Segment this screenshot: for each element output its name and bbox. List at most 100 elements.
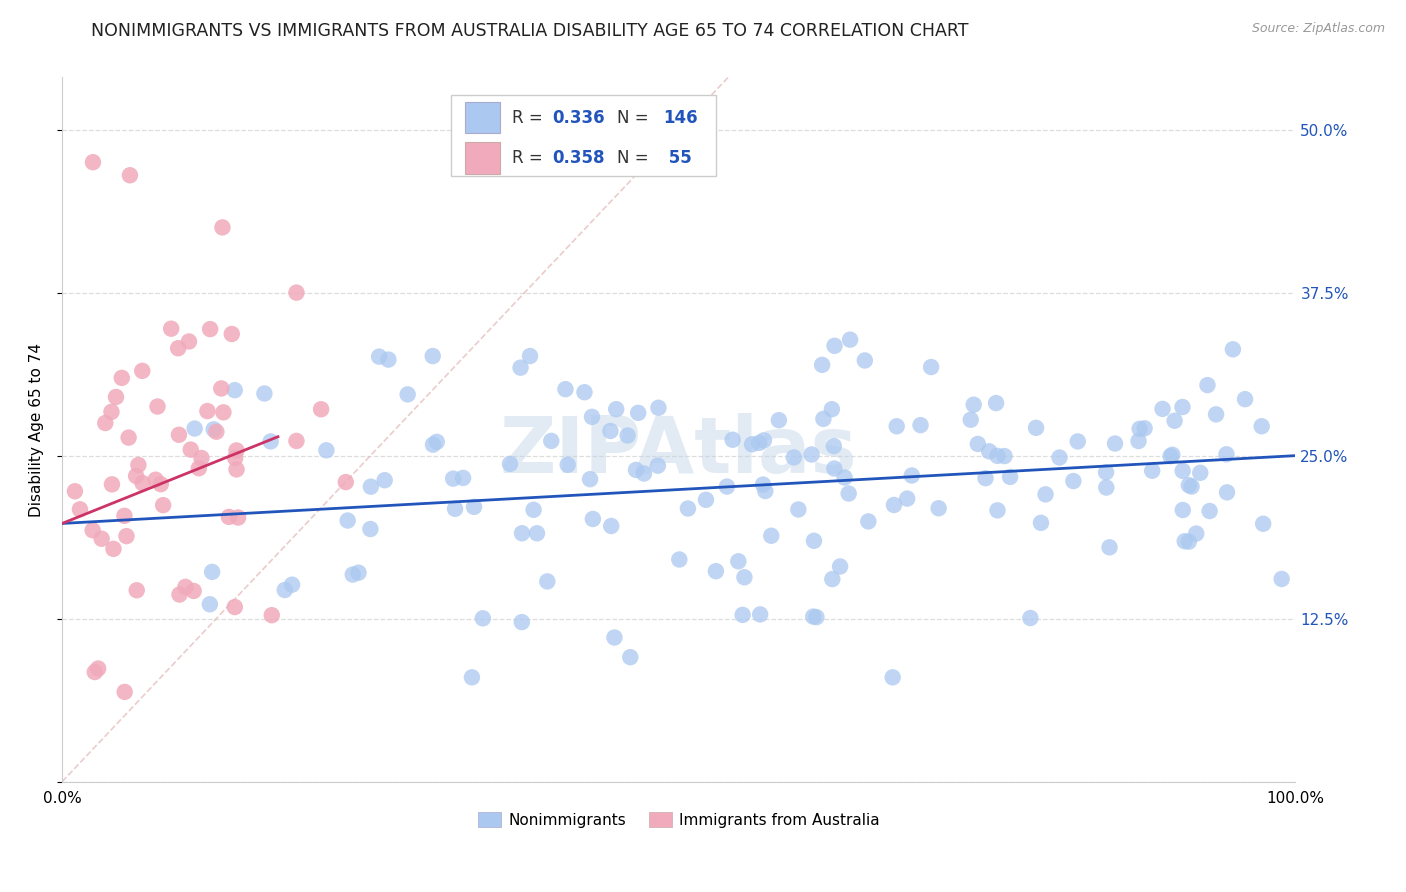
Point (131, 364, 153, 378)
Point (1067, 434, 1090, 449)
Point (218, 509, 240, 524)
Point (152, 498, 174, 512)
Point (519, 349, 541, 363)
Point (90, 532, 112, 546)
Point (441, 472, 464, 486)
Point (94, 416, 117, 430)
Point (1189, 466, 1212, 480)
Point (118, 168, 141, 182)
Point (131, 476, 153, 491)
Point (209, 381, 232, 395)
Text: 0.358: 0.358 (551, 149, 605, 167)
Point (285, 285, 308, 300)
Point (1019, 611, 1042, 625)
Point (1062, 474, 1084, 488)
Point (823, 439, 845, 453)
Point (146, 400, 169, 414)
Point (853, 353, 876, 368)
Point (1095, 465, 1118, 479)
Point (224, 450, 246, 465)
Point (426, 434, 449, 449)
Point (1234, 392, 1257, 406)
Point (111, 371, 134, 385)
Text: N =: N = (617, 149, 654, 167)
Point (221, 326, 243, 341)
Point (1171, 464, 1194, 478)
Point (471, 611, 494, 625)
Point (167, 427, 190, 442)
Point (260, 608, 283, 623)
Point (986, 503, 1008, 517)
Point (125, 583, 148, 598)
Point (260, 434, 283, 449)
Point (1178, 534, 1201, 549)
Point (160, 321, 183, 335)
Point (834, 470, 856, 484)
Legend: Nonimmigrants, Immigrants from Australia: Nonimmigrants, Immigrants from Australia (471, 806, 886, 834)
Point (127, 458, 149, 472)
Point (336, 514, 359, 528)
Point (225, 443, 247, 458)
Point (1174, 534, 1197, 549)
Point (526, 526, 548, 541)
Point (582, 512, 605, 526)
Point (83, 665, 105, 679)
Point (603, 631, 626, 645)
Point (882, 670, 904, 684)
Point (359, 522, 381, 536)
Point (211, 220, 233, 235)
Point (103, 541, 125, 556)
Point (1160, 449, 1182, 463)
Point (523, 503, 546, 517)
Point (813, 412, 835, 426)
Point (1095, 481, 1118, 495)
Point (509, 360, 531, 375)
Point (422, 349, 444, 363)
Point (87, 661, 110, 675)
Point (1171, 503, 1194, 517)
Point (360, 480, 382, 494)
Y-axis label: Disability Age 65 to 74: Disability Age 65 to 74 (30, 343, 44, 516)
Point (824, 339, 846, 353)
Point (180, 442, 202, 457)
Point (368, 350, 391, 364)
Point (1216, 485, 1239, 500)
Point (169, 588, 191, 602)
Text: R =: R = (512, 149, 548, 167)
Point (510, 526, 533, 541)
Point (183, 421, 205, 435)
Point (190, 450, 212, 465)
Point (335, 475, 357, 489)
Point (633, 467, 655, 481)
Point (1025, 421, 1047, 435)
Text: 55: 55 (662, 149, 692, 167)
Point (309, 402, 332, 417)
Point (1049, 450, 1071, 465)
Point (986, 449, 1008, 463)
Point (422, 437, 444, 451)
Point (224, 383, 246, 397)
Point (910, 418, 932, 433)
Point (716, 479, 738, 493)
Point (1180, 479, 1202, 493)
Point (451, 471, 474, 485)
Point (721, 433, 744, 447)
Point (198, 597, 221, 611)
Point (1178, 478, 1201, 492)
Point (993, 449, 1015, 463)
Point (695, 492, 717, 507)
Point (627, 406, 650, 420)
Point (274, 582, 297, 597)
Point (149, 477, 172, 491)
Point (1104, 436, 1126, 450)
Point (821, 402, 844, 417)
Point (806, 610, 828, 624)
Point (1251, 516, 1274, 531)
Point (727, 554, 749, 568)
Point (963, 398, 986, 412)
Point (647, 458, 669, 473)
Point (63, 484, 86, 499)
Point (342, 567, 364, 582)
Point (1222, 343, 1244, 357)
Point (105, 390, 128, 404)
